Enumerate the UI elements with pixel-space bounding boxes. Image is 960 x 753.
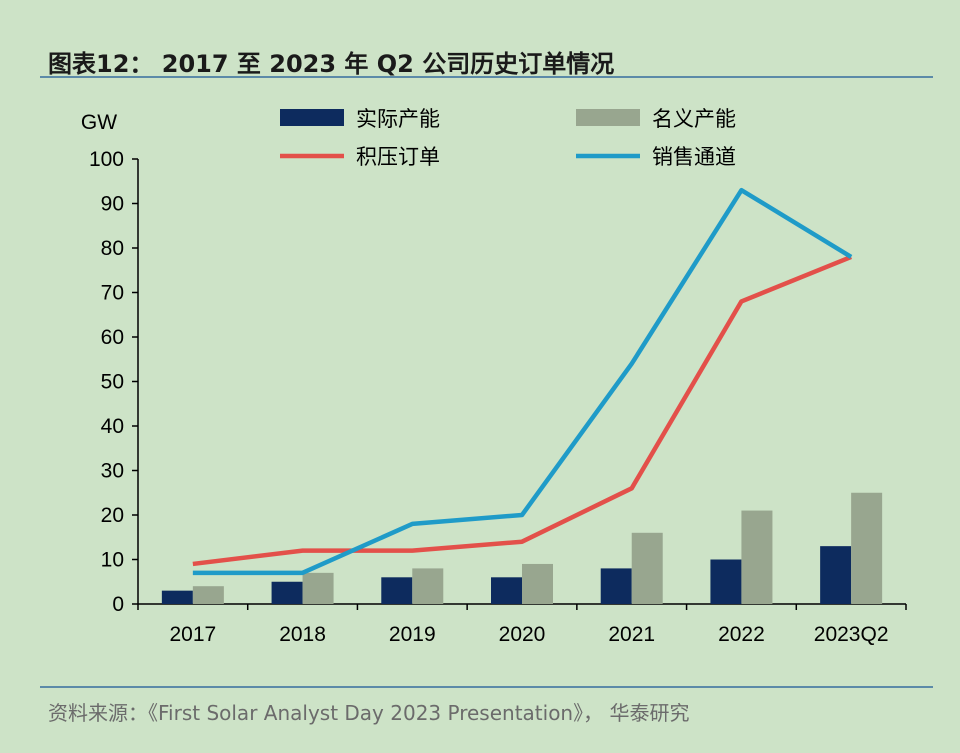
y-tick-label: 100 [89, 148, 124, 171]
bar-actual-capacity [491, 577, 522, 604]
x-tick-label: 2021 [608, 623, 655, 646]
bar-actual-capacity [271, 581, 303, 604]
bar-nominal-capacity [522, 563, 553, 604]
x-tick-label: 2023Q2 [814, 623, 889, 646]
y-tick-label: 10 [101, 549, 124, 572]
line-backlog [192, 254, 852, 567]
legend-label: 销售通道 [652, 145, 736, 169]
legend-label: 名义产能 [652, 107, 736, 131]
y-tick-label: 70 [101, 282, 124, 305]
y-axis-unit-label: GW [81, 111, 117, 134]
x-tick-label: 2018 [279, 623, 326, 646]
line-sales-channel [192, 187, 853, 576]
x-tick-label: 2017 [169, 623, 216, 646]
bar-nominal-capacity [302, 572, 334, 604]
y-tick-label: 20 [101, 504, 124, 527]
bar-nominal-capacity [851, 492, 883, 604]
y-tick-label: 90 [101, 193, 124, 216]
y-tick-label: 30 [101, 460, 124, 483]
bar-nominal-capacity [741, 510, 773, 604]
y-tick-label: 0 [112, 593, 124, 616]
bar-actual-capacity [381, 577, 413, 604]
legend-swatch [576, 109, 640, 126]
y-tick-label: 60 [101, 326, 124, 349]
x-tick-label: 2019 [389, 623, 436, 646]
footer-divider [40, 686, 933, 688]
legend-swatch [280, 109, 344, 126]
x-tick-label: 2020 [499, 623, 546, 646]
y-tick-label: 80 [101, 237, 124, 260]
chart-title: 图表12： 2017 至 2023 年 Q2 公司历史订单情况 [48, 50, 615, 78]
bar-actual-capacity [600, 568, 632, 604]
y-tick-label: 50 [101, 371, 124, 394]
bar-nominal-capacity [631, 532, 663, 604]
bar-actual-capacity [820, 546, 852, 604]
source-note: 资料来源：《First Solar Analyst Day 2023 Prese… [48, 701, 690, 725]
bar-actual-capacity [710, 559, 742, 604]
x-tick-label: 2022 [718, 623, 765, 646]
bar-nominal-capacity [412, 568, 444, 604]
bar-nominal-capacity [192, 586, 224, 604]
y-tick-label: 40 [101, 415, 124, 438]
title-divider [40, 76, 933, 78]
legend-label: 实际产能 [356, 107, 440, 131]
legend-label: 积压订单 [356, 145, 440, 169]
bar-actual-capacity [161, 590, 193, 604]
